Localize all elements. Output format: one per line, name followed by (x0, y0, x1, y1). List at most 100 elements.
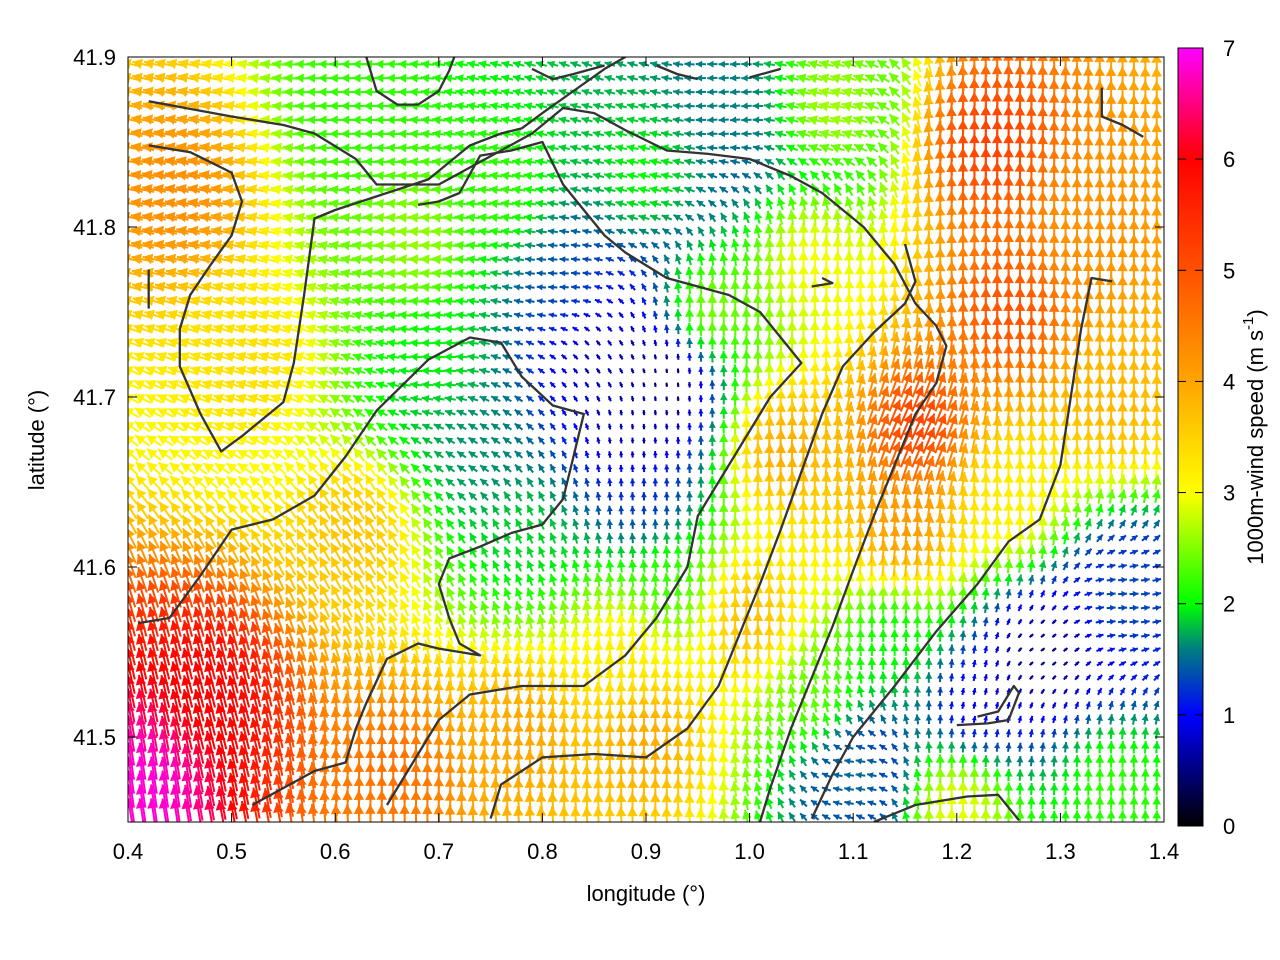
wind-arrow (1029, 674, 1034, 681)
wind-arrow (376, 679, 387, 704)
wind-arrow (878, 209, 889, 226)
wind-arrow (420, 73, 435, 83)
wind-arrow (570, 186, 582, 194)
wind-arrow (502, 436, 512, 445)
wind-arrow (864, 88, 880, 98)
wind-arrow (674, 309, 683, 321)
wind-arrow (650, 627, 661, 645)
wind-arrow (468, 627, 479, 645)
wind-arrow (547, 654, 558, 674)
wind-arrow (1051, 633, 1057, 638)
wind-arrow (742, 198, 751, 209)
wind-arrow (582, 228, 592, 235)
wind-arrow (535, 157, 548, 167)
wind-arrow (525, 627, 536, 644)
wind-arrow (571, 586, 581, 602)
wind-arrow (672, 102, 684, 110)
wind-arrow (719, 420, 729, 434)
wind-arrow (387, 501, 399, 519)
wind-arrow (477, 199, 492, 209)
wind-arrow (560, 326, 568, 332)
wind-arrow (480, 518, 489, 530)
wind-arrow (523, 157, 537, 167)
wind-arrow (295, 474, 309, 491)
wind-arrow (741, 349, 752, 364)
wind-arrow (375, 353, 389, 362)
wind-arrow (603, 158, 616, 166)
wind-arrow (1051, 728, 1057, 738)
wind-arrow (604, 228, 615, 235)
wind-arrow (351, 254, 367, 265)
wind-arrow (718, 808, 730, 822)
wind-arrow (729, 418, 741, 435)
wind-arrow (753, 265, 763, 281)
wind-arrow (775, 348, 786, 365)
wind-arrow (548, 326, 557, 332)
wind-arrow (1152, 563, 1162, 569)
wind-arrow (549, 573, 558, 587)
wind-arrow (569, 158, 582, 166)
wind-arrow (455, 325, 468, 334)
wind-arrow (492, 546, 500, 558)
wind-arrow (983, 645, 988, 654)
wind-arrow (684, 213, 695, 222)
wind-arrow (937, 687, 944, 696)
wind-arrow (729, 74, 741, 82)
wind-arrow (468, 505, 478, 516)
wind-arrow (386, 353, 400, 362)
wind-arrow (411, 557, 422, 574)
wind-arrow (856, 182, 866, 197)
wind-arrow (469, 559, 478, 573)
wind-arrow (638, 88, 650, 96)
wind-arrow (765, 810, 774, 822)
wind-arrow (352, 73, 366, 83)
wind-arrow (890, 657, 899, 670)
wind-arrow (352, 101, 366, 111)
wind-arrow (181, 488, 196, 504)
wind-arrow (925, 686, 933, 697)
wind-arrow (615, 102, 627, 110)
wind-arrow (1142, 687, 1149, 696)
wind-arrow (570, 214, 581, 221)
wind-arrow (866, 772, 877, 779)
wind-arrow (352, 381, 366, 390)
wind-arrow (878, 600, 888, 615)
wind-arrow (489, 102, 503, 111)
wind-arrow (833, 728, 842, 738)
wind-arrow (752, 144, 764, 152)
wind-arrow (855, 744, 866, 751)
wind-arrow (994, 674, 1000, 681)
wind-arrow (676, 368, 680, 374)
wind-arrow (617, 546, 626, 558)
wind-arrow (615, 144, 628, 152)
wind-arrow (548, 298, 558, 305)
wind-arrow (581, 61, 593, 69)
wind-arrow (478, 74, 491, 83)
wind-arrow (561, 450, 568, 459)
wind-arrow (935, 767, 946, 783)
wind-arrow (753, 251, 763, 267)
wind-arrow (797, 157, 810, 167)
wind-arrow (833, 743, 843, 751)
wind-arrow (546, 144, 559, 152)
wind-arrow (1062, 633, 1069, 639)
wind-arrow (820, 170, 832, 181)
wind-arrow (561, 518, 569, 530)
wind-arrow (582, 256, 592, 263)
wind-arrow (980, 794, 992, 811)
wind-arrow (821, 209, 832, 226)
wind-arrow (776, 196, 786, 211)
wind-arrow (524, 74, 536, 83)
wind-arrow (548, 600, 558, 616)
wind-arrow (889, 208, 900, 227)
wind-arrow (675, 437, 681, 445)
wind-arrow (1153, 700, 1160, 711)
wind-arrow (718, 766, 730, 784)
wind-arrow (652, 310, 659, 320)
wind-arrow (455, 88, 469, 97)
wind-arrow (661, 227, 672, 236)
wind-arrow (433, 477, 444, 487)
wind-arrow (1152, 534, 1161, 542)
wind-arrow (420, 310, 434, 320)
wind-arrow (628, 546, 637, 558)
